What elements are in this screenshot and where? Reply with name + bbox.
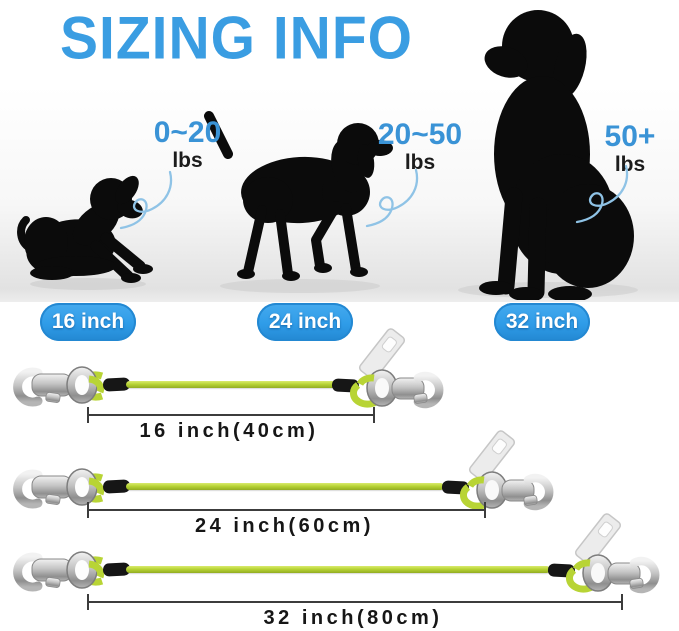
swash-connector-small bbox=[116, 170, 176, 232]
snap-hook-left-icon bbox=[2, 540, 132, 600]
cable-length-label-16: 16 inch(40cm) bbox=[139, 420, 319, 442]
tie-out-cable-16 bbox=[126, 381, 336, 388]
weight-callout-large: 50+ lbs bbox=[572, 120, 679, 176]
tie-out-cable-24 bbox=[126, 483, 444, 490]
weight-unit-small: lbs bbox=[172, 149, 203, 172]
dimension-line-16 bbox=[87, 407, 375, 423]
medium-dog-silhouette bbox=[204, 111, 393, 281]
cable-length-label-32: 32 inch(80cm) bbox=[263, 607, 443, 629]
dog-size-band: 0~20 lbs 20~50 lbs 50+ lbs bbox=[0, 10, 679, 302]
snap-hook-left-icon bbox=[2, 355, 132, 415]
weight-unit-medium: lbs bbox=[404, 151, 436, 174]
weight-callout-small: 0~20 lbs bbox=[130, 116, 245, 172]
size-badge-16-inch: 16 inch bbox=[40, 303, 136, 341]
dimension-line-24 bbox=[87, 502, 486, 518]
page-title: SIZING INFO bbox=[60, 5, 413, 73]
large-dog-silhouette bbox=[479, 10, 634, 300]
size-badge-24-inch: 24 inch bbox=[257, 303, 353, 341]
weight-range-large: 50+ bbox=[604, 120, 656, 153]
weight-range-medium: 20~50 bbox=[377, 118, 463, 151]
size-badge-32-inch: 32 inch bbox=[494, 303, 590, 341]
weight-unit-large: lbs bbox=[614, 153, 646, 176]
weight-callout-medium: 20~50 lbs bbox=[362, 118, 478, 174]
swash-connector-medium bbox=[362, 168, 422, 230]
small-dog-silhouette bbox=[17, 175, 153, 283]
swash-connector-large bbox=[572, 164, 632, 226]
cable-length-label-24: 24 inch(60cm) bbox=[195, 515, 374, 537]
dimension-line-32 bbox=[87, 594, 623, 610]
tie-out-cable-32 bbox=[126, 566, 550, 573]
weight-range-small: 0~20 bbox=[153, 116, 222, 149]
